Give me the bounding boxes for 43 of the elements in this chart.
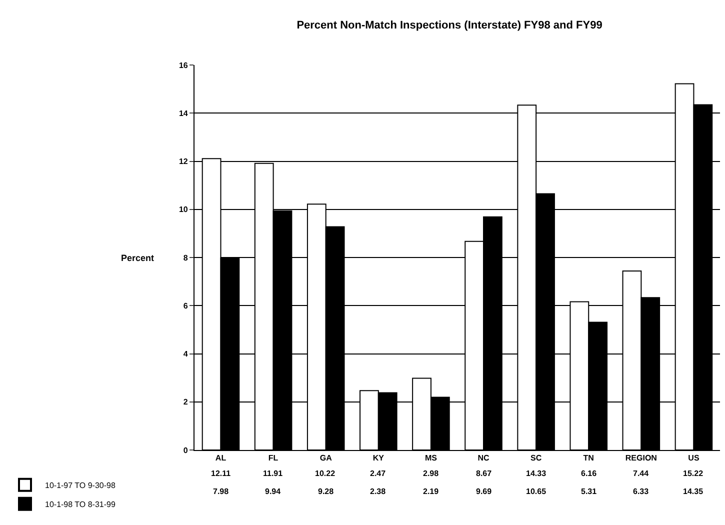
x-tick-label: GA [320, 454, 332, 463]
legend-label: 10-1-97 TO 9-30-98 [45, 481, 116, 490]
y-tick-label: 14 [178, 108, 188, 118]
data-label: 14.33 [526, 469, 547, 478]
x-tick-label: REGION [625, 454, 658, 463]
data-label: 12.11 [211, 469, 232, 478]
y-tick-label: 4 [183, 350, 188, 359]
data-label: 2.47 [370, 469, 386, 478]
x-tick-label: MS [424, 454, 438, 463]
y-tick-label: 12 [178, 157, 188, 166]
data-label: 5.31 [581, 487, 598, 496]
x-tick-label: TN [583, 454, 594, 463]
x-tick-label: AL [215, 454, 226, 463]
legend-label: 10-1-98 TO 8-31-99 [45, 500, 116, 510]
data-label: 2.98 [423, 469, 440, 478]
x-tick-label: US [688, 454, 700, 463]
y-tick-label: 10 [178, 205, 188, 214]
data-label: 6.16 [581, 469, 598, 478]
data-label: 9.28 [318, 487, 334, 496]
data-label: 10.65 [526, 487, 547, 496]
x-tick-label: NC [478, 454, 490, 463]
x-tick-label: FL [268, 454, 278, 463]
y-axis-title: Percent [121, 253, 154, 263]
data-label: 9.94 [265, 487, 282, 496]
data-label: 6.33 [633, 487, 650, 496]
data-label: 9.69 [476, 487, 492, 496]
data-label: 2.19 [423, 487, 440, 496]
data-label: 7.98 [213, 487, 230, 496]
x-tick-label: SC [530, 454, 542, 463]
data-label: 10.22 [315, 469, 336, 478]
data-label: 11.91 [263, 469, 284, 478]
data-label: 2.38 [370, 487, 386, 496]
x-tick-label: KY [372, 454, 385, 463]
data-label: 7.44 [633, 469, 650, 478]
data-label: 14.35 [683, 487, 704, 496]
chart-title: Percent Non-Match Inspections (Interstate) FY98 and FY99 [296, 20, 602, 32]
y-tick-label: 16 [178, 60, 188, 70]
y-tick-label: 6 [183, 301, 188, 310]
y-tick-label: 0 [183, 446, 188, 455]
data-label: 8.67 [476, 469, 492, 478]
data-label: 15.22 [683, 469, 704, 478]
y-tick-label: 8 [183, 253, 188, 262]
y-tick-label: 2 [183, 398, 188, 407]
